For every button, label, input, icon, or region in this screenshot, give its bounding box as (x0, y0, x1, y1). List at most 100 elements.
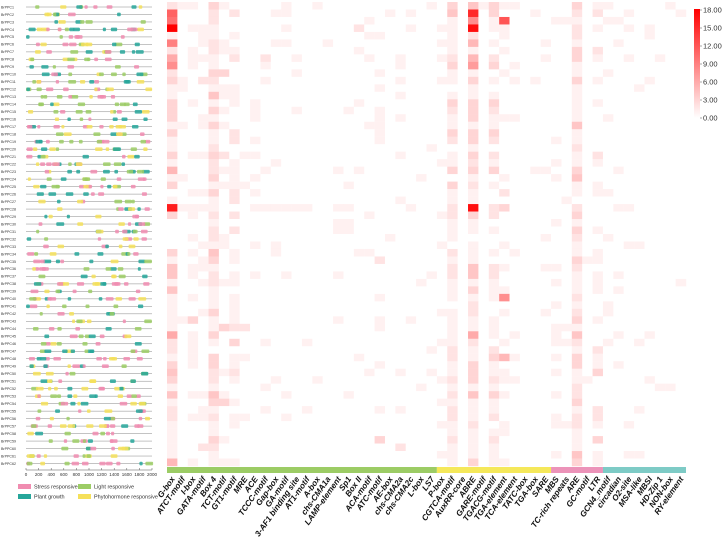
heatmap-cell (353, 106, 365, 115)
heatmap-cell (478, 383, 489, 392)
heatmap-cell (384, 428, 396, 437)
heatmap-cell (322, 338, 334, 347)
heatmap-cell (333, 211, 344, 220)
heatmap-cell (665, 24, 676, 33)
heatmap-cell (343, 211, 355, 220)
heatmap-cell (167, 308, 178, 317)
heatmap-cell (561, 346, 573, 354)
heatmap-cell (436, 136, 448, 145)
heatmap-cell (519, 413, 531, 422)
motif-box (105, 431, 110, 436)
heatmap-cell (582, 353, 593, 362)
heatmap-cell (187, 39, 199, 48)
heatmap-cell (229, 61, 240, 70)
heatmap-cell (291, 278, 303, 287)
motif-box (115, 229, 119, 234)
heatmap-cell (364, 226, 375, 235)
heatmap-cell (364, 323, 375, 332)
heatmap-cell (519, 99, 531, 107)
heatmap-cell (447, 443, 458, 452)
heatmap-cell (499, 196, 510, 205)
heatmap-cell (218, 99, 230, 107)
motif-box (69, 312, 74, 316)
heatmap-cell (416, 144, 427, 152)
heatmap-cell (260, 451, 271, 459)
heatmap-cell (436, 16, 448, 25)
heatmap-cell (665, 293, 676, 302)
heatmap-cell (167, 398, 178, 407)
motif-box (39, 312, 43, 316)
heatmap-cell (260, 114, 271, 122)
heatmap-cell (395, 114, 406, 122)
motif-box (94, 394, 98, 398)
heatmap-cell (447, 301, 458, 310)
heatmap-cell (384, 99, 396, 107)
heatmap-cell (167, 151, 178, 160)
heatmap-cell (675, 121, 687, 130)
heatmap-cell (551, 76, 562, 85)
heatmap-cell (312, 61, 323, 70)
heatmap-cell (551, 436, 562, 444)
motif-box (127, 27, 133, 32)
heatmap-cell (374, 136, 386, 145)
heatmap-cell (654, 263, 666, 272)
heatmap-cell (582, 31, 593, 40)
heatmap-cell (218, 458, 230, 467)
heatmap-cell (250, 189, 261, 197)
heatmap-cell (395, 421, 406, 429)
heatmap-cell (602, 114, 614, 122)
axis-tick-label: 400 (47, 472, 55, 477)
heatmap-cell (281, 91, 292, 100)
heatmap-cell (301, 31, 313, 40)
heatmap-cell (665, 353, 676, 362)
motif-box (130, 401, 137, 406)
heatmap-cell (270, 234, 282, 242)
heatmap-cell (177, 323, 188, 332)
motif-box (56, 222, 65, 226)
heatmap-cell (551, 421, 562, 429)
heatmap-cell (291, 263, 303, 272)
heatmap-cell (426, 278, 438, 287)
heatmap-cell (270, 353, 282, 362)
motif-box (99, 461, 106, 466)
heatmap-cell (468, 271, 479, 280)
heatmap-cell (478, 406, 489, 414)
heatmap-cell (405, 144, 417, 152)
heatmap-cell (187, 166, 199, 175)
gene-label: BrPPC3 (1, 20, 14, 24)
heatmap-cell (602, 181, 614, 190)
heatmap-cell (499, 2, 510, 10)
heatmap-cell (426, 61, 438, 70)
heatmap-cell (447, 166, 458, 175)
heatmap-cell (654, 406, 666, 414)
heatmap-cell (519, 174, 531, 182)
heatmap-cell (250, 16, 261, 25)
heatmap-cell (644, 39, 656, 48)
motif-box (27, 177, 31, 181)
heatmap-cell (281, 406, 292, 414)
heatmap-cell (364, 91, 375, 100)
heatmap-cell (270, 166, 282, 175)
heatmap-cell (281, 181, 292, 190)
heatmap-cell (177, 211, 188, 220)
heatmap-cell (167, 31, 178, 40)
heatmap-cell (374, 16, 386, 25)
heatmap-cell (281, 263, 292, 272)
heatmap-cell (654, 99, 666, 107)
heatmap-cell (218, 181, 230, 190)
heatmap-cell (613, 9, 624, 18)
heatmap-cell (343, 189, 355, 197)
motif-box (66, 214, 70, 219)
heatmap-cell (198, 428, 209, 437)
heatmap-cell (167, 338, 178, 347)
heatmap-cell (270, 196, 282, 205)
heatmap-cell (239, 421, 251, 429)
heatmap-cell (322, 174, 334, 182)
heatmap-cell (551, 196, 562, 205)
heatmap-cell (592, 91, 604, 100)
heatmap-cell (675, 323, 687, 332)
heatmap-cell (478, 376, 489, 384)
colorbar-tick-label: 0.00 (703, 114, 718, 123)
heatmap-cell (260, 248, 271, 257)
heatmap-cell (675, 413, 687, 422)
